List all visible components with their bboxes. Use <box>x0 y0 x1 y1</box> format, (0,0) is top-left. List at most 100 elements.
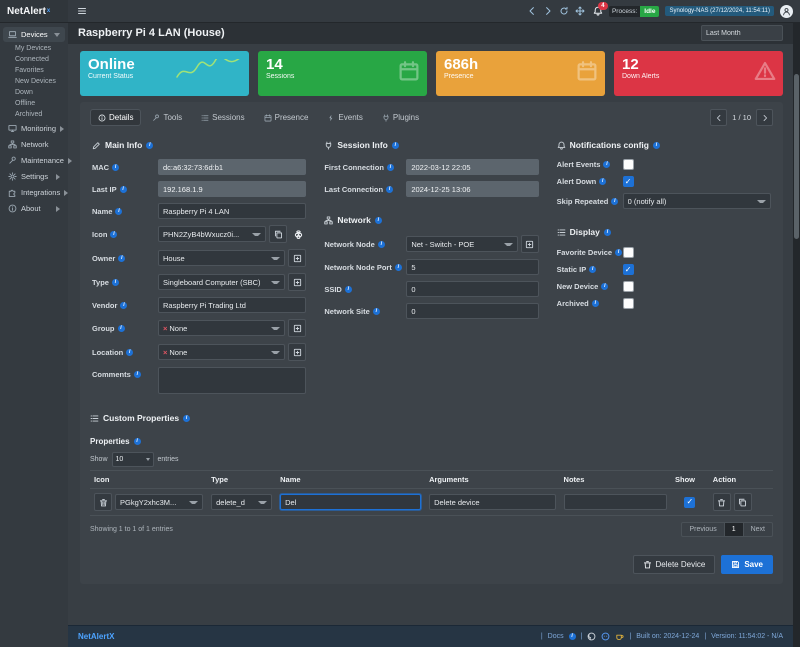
type-select[interactable]: Singleboard Computer (SBC) <box>158 274 286 290</box>
info-tooltip-icon[interactable]: i <box>611 197 619 205</box>
refresh-icon[interactable] <box>559 6 569 16</box>
property-name-input[interactable] <box>280 494 422 510</box>
network-node-port-input[interactable] <box>406 259 539 275</box>
static-ip-checkbox[interactable] <box>622 264 634 275</box>
tab-tools[interactable]: Tools <box>144 109 190 126</box>
sidebar-item-archived[interactable]: Archived <box>15 111 43 118</box>
info-tooltip-icon[interactable]: i <box>391 141 399 149</box>
col-show[interactable]: Show <box>671 470 709 489</box>
edit-group-options-button[interactable] <box>288 319 307 337</box>
info-tooltip-icon[interactable]: i <box>394 263 402 271</box>
sidebar-item-down[interactable]: Down <box>15 89 33 96</box>
info-tooltip-icon[interactable]: i <box>115 207 123 215</box>
info-tooltip-icon[interactable]: i <box>110 230 118 238</box>
network-site-input[interactable] <box>406 303 539 319</box>
info-tooltip-icon[interactable]: i <box>126 348 134 356</box>
skip-repeated-select[interactable]: 0 (notify all) <box>622 193 771 209</box>
info-tooltip-icon[interactable]: i <box>591 300 599 307</box>
github-icon[interactable] <box>587 632 596 641</box>
footer-brand-link[interactable]: NetAlertX <box>78 632 115 641</box>
copy-property-button[interactable] <box>733 493 752 511</box>
discord-icon[interactable] <box>601 632 610 641</box>
info-tooltip-icon[interactable]: i <box>386 185 394 193</box>
info-tooltip-icon[interactable]: i <box>374 216 382 224</box>
network-node-select[interactable]: Net - Switch - POE <box>406 236 518 252</box>
info-tooltip-icon[interactable]: i <box>603 161 611 168</box>
info-tooltip-icon[interactable]: i <box>183 414 191 422</box>
property-show-checkbox[interactable] <box>684 496 696 508</box>
info-tooltip-icon[interactable]: i <box>568 633 576 640</box>
sidebar-item-my-devices[interactable]: My Devices <box>15 45 52 52</box>
next-page-button[interactable]: Next <box>742 522 773 537</box>
delete-property-button[interactable] <box>712 493 731 511</box>
copy-icon-button[interactable] <box>269 225 288 243</box>
sidebar-item-favorites[interactable]: Favorites <box>15 67 44 74</box>
ssid-input[interactable] <box>406 281 539 297</box>
delete-device-button[interactable]: Delete Device <box>632 555 716 574</box>
save-button[interactable]: Save <box>721 555 773 574</box>
prev-device-button[interactable] <box>710 109 728 126</box>
tab-presence[interactable]: Presence <box>256 109 317 126</box>
group-select[interactable]: × None <box>158 320 286 336</box>
docs-link[interactable]: Docs <box>547 633 564 640</box>
info-tooltip-icon[interactable]: i <box>133 371 141 378</box>
sidebar-item-integrations[interactable]: Integrations <box>3 185 69 200</box>
sidebar-item-maintenance[interactable]: Maintenance <box>3 153 72 168</box>
info-tooltip-icon[interactable]: i <box>372 307 380 315</box>
info-tooltip-icon[interactable]: i <box>133 438 141 445</box>
info-tooltip-icon[interactable]: i <box>589 266 597 273</box>
info-tooltip-icon[interactable]: i <box>386 163 394 171</box>
page-size-select[interactable]: 10 <box>111 452 154 467</box>
col-action[interactable]: Action <box>708 470 773 489</box>
property-arguments-input[interactable] <box>429 494 556 510</box>
user-avatar[interactable] <box>780 4 793 18</box>
archived-checkbox[interactable] <box>622 298 634 309</box>
col-icon[interactable]: Icon <box>90 470 208 489</box>
page-scrollbar[interactable] <box>793 22 800 647</box>
property-type-select[interactable]: delete_d <box>211 494 273 510</box>
new-device-checkbox[interactable] <box>622 281 634 292</box>
sidebar-item-monitoring[interactable]: Monitoring <box>3 121 65 136</box>
tab-details[interactable]: Details <box>90 109 142 126</box>
nav-forward-icon[interactable] <box>543 6 553 16</box>
tab-sessions[interactable]: Sessions <box>193 109 252 126</box>
info-tooltip-icon[interactable]: i <box>112 163 120 171</box>
col-name[interactable]: Name <box>276 470 426 489</box>
scrollbar-thumb[interactable] <box>794 74 799 239</box>
info-tooltip-icon[interactable]: i <box>377 240 385 248</box>
edit-owner-options-button[interactable] <box>288 249 307 267</box>
page-1-button[interactable]: 1 <box>723 522 743 537</box>
sidebar-item-devices[interactable]: Devices <box>3 27 65 42</box>
info-tooltip-icon[interactable]: i <box>615 249 623 256</box>
period-select[interactable]: Last Month <box>701 25 783 41</box>
sidebar-item-connected[interactable]: Connected <box>15 56 49 63</box>
sidebar-item-settings[interactable]: Settings <box>3 169 65 184</box>
notifications-bell-icon[interactable]: 4 <box>593 2 608 16</box>
device-name-input[interactable] <box>158 203 307 219</box>
sidebar-item-network[interactable]: Network <box>3 137 65 152</box>
sidebar-item-new-devices[interactable]: New Devices <box>15 78 56 85</box>
sidebar-item-offline[interactable]: Offline <box>15 100 36 107</box>
info-tooltip-icon[interactable]: i <box>603 228 611 236</box>
previous-page-button[interactable]: Previous <box>681 522 724 537</box>
coffee-icon[interactable] <box>615 632 624 641</box>
info-tooltip-icon[interactable]: i <box>344 285 352 293</box>
location-select[interactable]: × None <box>158 344 286 360</box>
favorite-device-checkbox[interactable] <box>622 247 634 258</box>
tab-events[interactable]: Events <box>319 109 370 126</box>
info-tooltip-icon[interactable]: i <box>601 283 609 290</box>
info-tooltip-icon[interactable]: i <box>146 141 154 149</box>
col-arguments[interactable]: Arguments <box>425 470 560 489</box>
menu-toggle-icon[interactable] <box>77 6 87 16</box>
col-type[interactable]: Type <box>207 470 277 489</box>
info-tooltip-icon[interactable]: i <box>599 178 607 185</box>
info-tooltip-icon[interactable]: i <box>120 301 128 309</box>
property-notes-input[interactable] <box>563 494 667 510</box>
sidebar-item-about[interactable]: About <box>3 201 65 216</box>
vendor-input[interactable] <box>158 297 307 313</box>
edit-network-node-button[interactable] <box>520 235 539 253</box>
info-tooltip-icon[interactable]: i <box>119 185 127 193</box>
move-arrows-icon[interactable] <box>575 6 585 16</box>
owner-select[interactable]: House <box>158 250 286 266</box>
edit-type-options-button[interactable] <box>288 273 307 291</box>
